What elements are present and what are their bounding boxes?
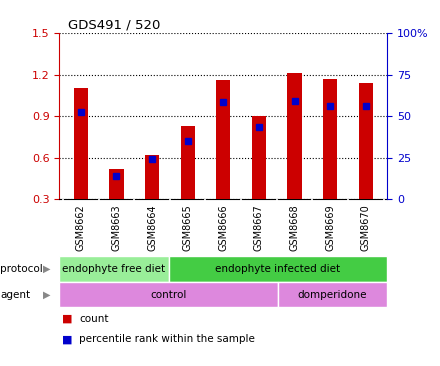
Bar — [73, 89, 88, 199]
Text: GSM8663: GSM8663 — [111, 205, 121, 251]
Text: ▶: ▶ — [43, 264, 51, 274]
Text: ■: ■ — [62, 314, 72, 324]
Text: GDS491 / 520: GDS491 / 520 — [68, 18, 161, 31]
Bar — [145, 155, 159, 199]
Text: ■: ■ — [62, 334, 72, 344]
Text: ▶: ▶ — [43, 290, 51, 300]
Text: endophyte infected diet: endophyte infected diet — [215, 264, 341, 274]
Text: control: control — [150, 290, 187, 300]
Text: GSM8662: GSM8662 — [76, 205, 86, 251]
Bar — [359, 83, 373, 199]
Text: GSM8667: GSM8667 — [254, 205, 264, 251]
Bar — [59, 256, 169, 282]
Text: GSM8670: GSM8670 — [361, 205, 371, 251]
Text: endophyte free diet: endophyte free diet — [62, 264, 165, 274]
Bar — [278, 282, 387, 307]
Text: protocol: protocol — [0, 264, 43, 274]
Text: GSM8664: GSM8664 — [147, 205, 157, 251]
Text: agent: agent — [0, 290, 30, 300]
Text: GSM8668: GSM8668 — [290, 205, 300, 251]
Text: GSM8669: GSM8669 — [325, 205, 335, 251]
Bar — [180, 126, 195, 199]
Bar — [287, 73, 302, 199]
Bar — [59, 282, 278, 307]
Text: count: count — [79, 314, 109, 324]
Bar — [252, 116, 266, 199]
Text: domperidone: domperidone — [298, 290, 367, 300]
Text: percentile rank within the sample: percentile rank within the sample — [79, 334, 255, 344]
Bar — [216, 80, 231, 199]
Bar — [169, 256, 387, 282]
Text: GSM8665: GSM8665 — [183, 205, 193, 251]
Bar — [323, 79, 337, 199]
Bar — [109, 169, 124, 199]
Text: GSM8666: GSM8666 — [218, 205, 228, 251]
